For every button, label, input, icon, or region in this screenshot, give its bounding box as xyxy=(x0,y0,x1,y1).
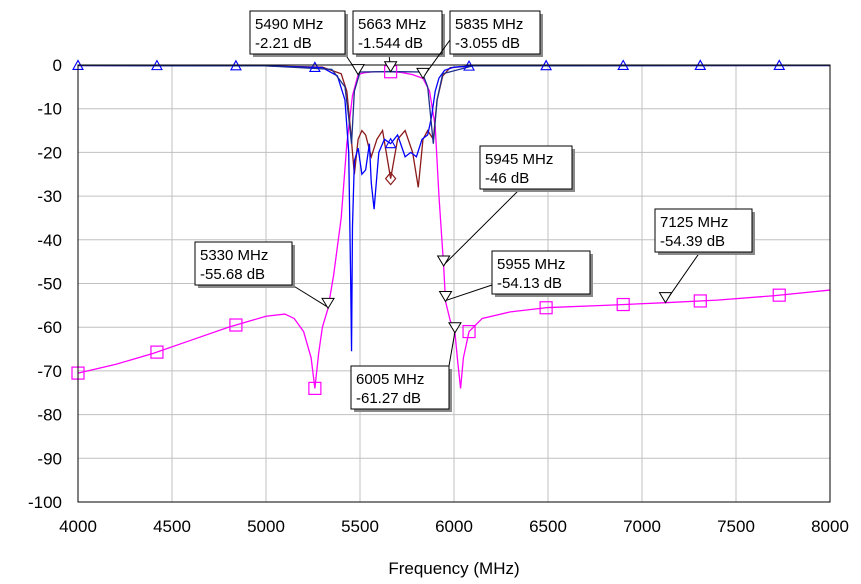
marker-box xyxy=(352,10,443,55)
y-tick-label: -90 xyxy=(37,449,62,468)
diamond-marker xyxy=(384,171,397,186)
square-marker xyxy=(772,288,786,302)
marker-leader-line xyxy=(448,331,456,367)
square-marker xyxy=(150,345,164,359)
marker-level-label: -54.13 dB xyxy=(497,275,562,292)
y-tick-label: -30 xyxy=(37,187,62,206)
marker-box xyxy=(491,250,591,295)
triangle-marker xyxy=(308,61,321,72)
series-line-2 xyxy=(77,64,830,352)
marker-annotations: 5490 MHz -2.21 dB 5663 MHz -1.544 dB 5835 MH… xyxy=(194,10,755,412)
x-tick-label: 4500 xyxy=(153,517,191,536)
x-tick-labels: 4000 4500 5000 5500 6000 6500 7000 7500 8000 xyxy=(59,517,849,536)
x-tick-label: 6500 xyxy=(529,517,567,536)
marker-frequency-label: 5663 MHz xyxy=(358,16,426,33)
marker-leader-line xyxy=(443,188,521,266)
plot-frame xyxy=(77,64,831,503)
marker-triangle xyxy=(383,61,398,73)
marker-level-label: -55.68 dB xyxy=(200,266,265,283)
marker-triangle xyxy=(658,292,673,304)
marker-leader-line xyxy=(291,284,329,308)
y-tick-label: -10 xyxy=(37,100,62,119)
x-tick-label: 6000 xyxy=(435,517,473,536)
marker-triangle xyxy=(448,322,462,334)
marker-frequency-label: 5490 MHz xyxy=(255,16,323,33)
marker-level-label: -3.055 dB xyxy=(455,35,520,52)
x-tick-label: 8000 xyxy=(811,517,849,536)
x-tick-label: 7000 xyxy=(623,517,661,536)
marker-level-label: -46 dB xyxy=(485,170,529,187)
marker-level-label: -2.21 dB xyxy=(255,35,312,52)
marker-frequency-label: 5955 MHz xyxy=(497,256,565,273)
marker-frequency-label: 5330 MHz xyxy=(200,247,268,264)
y-tick-label: -100 xyxy=(28,493,62,512)
marker-triangle xyxy=(436,255,451,267)
square-marker xyxy=(539,301,553,315)
marker-box xyxy=(479,145,573,190)
marker-level-label: -54.39 dB xyxy=(660,233,725,250)
marker-box xyxy=(350,365,450,410)
square-marker xyxy=(693,294,707,308)
marker-triangle xyxy=(416,67,430,80)
triangle-marker xyxy=(463,60,475,71)
triangle-marker xyxy=(384,137,397,149)
y-tick-label: -80 xyxy=(37,406,62,425)
y-tick-labels: 0 -10 -20 -30 -40 -50 -60 -70 -80 -90 -100 xyxy=(28,56,62,512)
y-tick-label: -70 xyxy=(37,362,62,381)
square-marker xyxy=(616,297,630,312)
x-tick-label: 4000 xyxy=(59,517,97,536)
marker-level-label: -1.544 dB xyxy=(358,35,423,52)
x-axis-title: Frequency (MHz) xyxy=(388,559,519,578)
y-tick-label: -60 xyxy=(37,318,62,337)
y-tick-label: -20 xyxy=(37,143,62,162)
square-marker xyxy=(462,324,476,339)
marker-triangle xyxy=(438,291,453,303)
marker-triangle xyxy=(351,64,366,76)
marker-frequency-label: 5835 MHz xyxy=(455,16,523,33)
marker-box xyxy=(654,208,753,253)
marker-leader-line xyxy=(445,284,493,302)
marker-box xyxy=(249,10,346,55)
marker-frequency-label: 6005 MHz xyxy=(356,371,424,388)
x-tick-label: 7500 xyxy=(717,517,755,536)
series-line-3 xyxy=(77,64,831,144)
marker-frequency-label: 5945 MHz xyxy=(485,151,553,168)
marker-level-label: -61.27 dB xyxy=(356,390,421,407)
x-tick-label: 5500 xyxy=(341,517,379,536)
y-tick-label: -50 xyxy=(37,275,62,294)
marker-triangle xyxy=(321,297,335,310)
x-tick-label: 5000 xyxy=(247,517,285,536)
marker-frequency-label: 7125 MHz xyxy=(660,214,728,231)
y-tick-label: 0 xyxy=(53,56,62,75)
marker-box xyxy=(194,241,293,286)
square-marker xyxy=(229,318,243,332)
square-marker xyxy=(308,381,322,395)
y-tick-label: -40 xyxy=(37,231,62,250)
marker-box xyxy=(449,10,541,55)
